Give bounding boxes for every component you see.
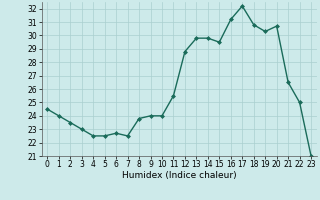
X-axis label: Humidex (Indice chaleur): Humidex (Indice chaleur): [122, 171, 236, 180]
